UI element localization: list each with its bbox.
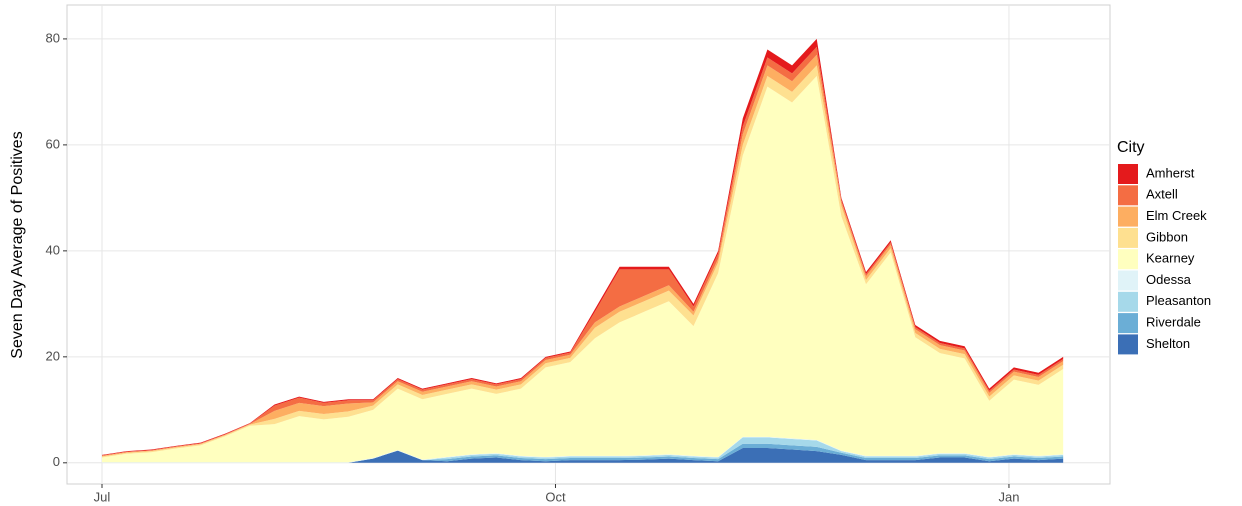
- legend-label: Pleasanton: [1146, 293, 1211, 308]
- legend-key: [1118, 164, 1138, 184]
- y-tick-label: 40: [46, 242, 60, 257]
- area: [101, 76, 1064, 463]
- legend-label: Elm Creek: [1146, 208, 1207, 223]
- legend-label: Amherst: [1146, 165, 1195, 180]
- legend-label: Axtell: [1146, 187, 1178, 202]
- legend-key: [1118, 206, 1138, 227]
- y-tick-label: 60: [46, 136, 60, 151]
- area: [101, 447, 1064, 463]
- legend-label: Riverdale: [1146, 315, 1201, 330]
- legend-label: Kearney: [1146, 251, 1195, 266]
- legend-key: [1118, 270, 1138, 291]
- legend-key: [1118, 334, 1138, 355]
- x-tick-label: Oct: [545, 489, 566, 504]
- y-axis-label: Seven Day Average of Positives: [9, 131, 26, 358]
- y-tick-label: 20: [46, 348, 60, 363]
- x-tick-label: Jul: [94, 489, 111, 504]
- legend-label: Shelton: [1146, 336, 1190, 351]
- legend-key: [1118, 313, 1138, 334]
- x-tick-label: Jan: [998, 489, 1019, 504]
- y-tick-label: 0: [53, 454, 60, 469]
- area: [101, 437, 1064, 463]
- legend-key: [1118, 291, 1138, 312]
- legend-key: [1118, 185, 1138, 206]
- area: [101, 443, 1064, 463]
- y-tick-label: 80: [46, 30, 60, 45]
- legend-label: Odessa: [1146, 272, 1192, 287]
- legend-key: [1118, 227, 1138, 248]
- legend-key: [1118, 249, 1138, 270]
- legend-label: Gibbon: [1146, 229, 1188, 244]
- legend-title: City: [1117, 139, 1145, 156]
